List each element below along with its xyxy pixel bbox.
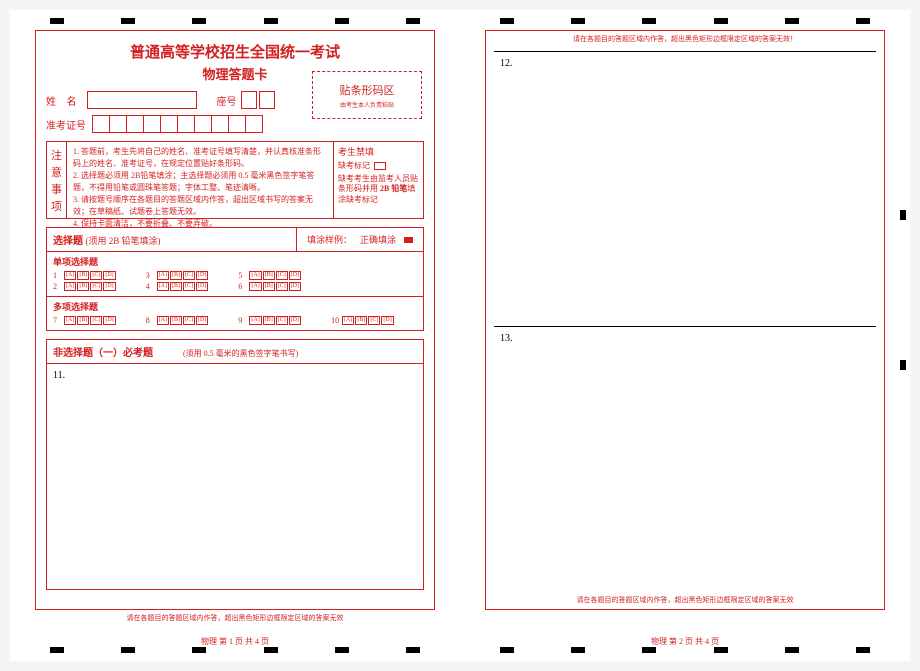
forbid-box: 考生禁填 缺考标记 缺考考生由监考人员贴条形码并用 2B 铅笔填涂缺考标记 [333,142,423,218]
seat-label: 座号 [217,93,237,108]
page2-warn: 请在各题目的答题区域内作答，超出黑色矩形边框限定区域的答案无效 [486,595,884,609]
timing-marks-top-2 [500,18,870,24]
forbid-note: 缺考考生由监考人员贴条形码并用 2B 铅笔填涂缺考标记 [338,174,419,205]
multi-choice: 多项选择题 7[A][B][C][D]8[A][B][C][D]9[A][B][… [47,297,423,330]
question-9[interactable]: 9[A][B][C][D] [238,316,301,325]
page2-frame: 请在各题目的答题区域内作答，超出黑色矩形边框限定区域的答案无效！ 12. 13.… [485,30,885,610]
question-2[interactable]: 2[A][B][C][D] [53,282,116,291]
page-frame: 普通高等学校招生全国统一考试 物理答题卡 贴条形码区 由考生本人负责粘贴 姓 名… [35,30,435,610]
absent-mark[interactable] [374,162,386,170]
single-choice: 单项选择题 1[A][B][C][D]3[A][B][C][D]5[A][B][… [47,252,423,297]
question-3[interactable]: 3[A][B][C][D] [146,271,209,280]
page1-num: 物理 第 1 页 共 4 页 [10,636,460,647]
question-5[interactable]: 5[A][B][C][D] [238,271,301,280]
essay-section: 非选择题（一）必考题(须用 0.5 毫米的黑色签字笔书写) 11. [46,339,424,590]
question-10[interactable]: 10[A][B][C][D] [331,316,394,325]
barcode-title: 贴条形码区 [340,82,395,98]
notice-box: 注意事项 1. 答题前，考生先将自己的姓名、准考证号填写清楚，并认真核准条形码上… [46,141,424,219]
choice-head: 选择题 (须用 2B 铅笔填涂) 填涂样例： 正确填涂 [47,228,423,252]
choice-section: 选择题 (须用 2B 铅笔填涂) 填涂样例： 正确填涂 单项选择题 1[A][B… [46,227,424,331]
side-mark [900,210,906,220]
page2-head-warn: 请在各题目的答题区域内作答，超出黑色矩形边框限定区域的答案无效！ [486,31,884,47]
question-8[interactable]: 8[A][B][C][D] [146,316,209,325]
timing-marks-top [50,18,420,24]
timing-marks-bot-2 [500,647,870,653]
essay-q11[interactable]: 11. [47,364,423,589]
forbid-title: 考生禁填 [338,145,419,158]
side-mark [900,360,906,370]
page-2: 请在各题目的答题区域内作答，超出黑色矩形边框限定区域的答案无效！ 12. 13.… [460,10,910,661]
fill-demo [404,237,413,243]
examid-boxes[interactable] [92,115,262,133]
page1-warn: 请在各题目的答题区域内作答，超出黑色矩形边框限定区域的答案无效 [35,613,435,623]
notice-label: 注意事项 [47,142,67,218]
page2-num: 物理 第 2 页 共 4 页 [460,636,910,647]
page-1: 普通高等学校招生全国统一考试 物理答题卡 贴条形码区 由考生本人负责粘贴 姓 名… [10,10,460,661]
answer-sheet: 普通高等学校招生全国统一考试 物理答题卡 贴条形码区 由考生本人负责粘贴 姓 名… [10,10,910,661]
timing-marks-bot [50,647,420,653]
seat-boxes[interactable] [241,91,275,109]
name-input[interactable] [87,91,197,109]
absent-row: 缺考标记 [338,160,419,171]
question-6[interactable]: 6[A][B][C][D] [238,282,301,291]
notice-text: 1. 答题前，考生先将自己的姓名、准考证号填写清楚，并认真核准条形码上的姓名、准… [67,142,333,218]
barcode-sub: 由考生本人负责粘贴 [340,100,394,109]
main-title: 普通高等学校招生全国统一考试 [46,41,424,62]
barcode-area: 贴条形码区 由考生本人负责粘贴 [312,71,422,119]
examid-label: 准考证号 [46,117,86,132]
essay-q12[interactable]: 12. [494,51,876,318]
question-7[interactable]: 7[A][B][C][D] [53,316,116,325]
name-label: 姓 名 [46,93,81,108]
question-1[interactable]: 1[A][B][C][D] [53,271,116,280]
essay-q13[interactable]: 13. [494,326,876,593]
question-4[interactable]: 4[A][B][C][D] [146,282,209,291]
